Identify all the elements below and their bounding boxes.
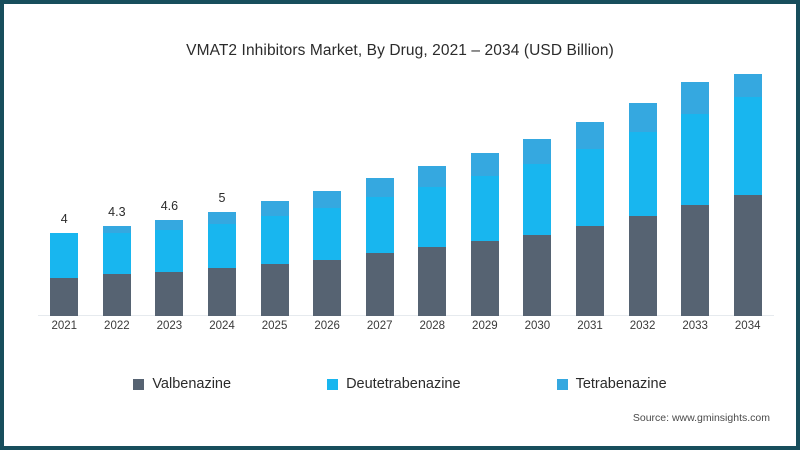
- bar-segment-valbenazine: [681, 205, 710, 316]
- bar-value-label-2023: 4.6: [160, 199, 179, 214]
- bar-segment-deutetrabenazine: [365, 197, 394, 254]
- source-attribution: Source: www.gminsights.com: [632, 412, 770, 424]
- bar-segment-tetrabenazine: [313, 190, 342, 208]
- bar-segment-deutetrabenazine: [102, 232, 131, 275]
- bar-segment-tetrabenazine: [155, 220, 184, 231]
- bar-segment-deutetrabenazine: [628, 132, 657, 216]
- x-axis-tick-labels: 2021 2022 2023 2024 2025 2026 2027 2028 2029 2030…: [38, 320, 774, 338]
- bar-segment-tetrabenazine: [733, 74, 762, 97]
- bar-segment-tetrabenazine: [628, 103, 657, 133]
- bar-segment-deutetrabenazine: [313, 207, 342, 260]
- chart-title: VMAT2 Inhibitors Market, By Drug, 2021 –…: [186, 42, 614, 59]
- bar-segment-valbenazine: [208, 268, 236, 316]
- bar-2028[interactable]: [418, 165, 447, 316]
- bar-segment-valbenazine: [576, 226, 604, 316]
- legend-swatch-icon-deutetrabenazine: [327, 378, 339, 390]
- bar-2029[interactable]: [470, 153, 499, 316]
- x-tick-2028: 2028: [419, 320, 446, 332]
- bar-2025[interactable]: [260, 201, 289, 316]
- bar-segment-valbenazine: [365, 253, 394, 316]
- bar-value-label-2024: 5: [218, 190, 226, 205]
- bar-segment-valbenazine: [628, 215, 657, 316]
- bar-segment-tetrabenazine: [102, 226, 131, 233]
- bar-segment-valbenazine: [102, 274, 131, 316]
- legend-swatch-icon-tetrabenazine: [556, 378, 568, 390]
- bar-segment-deutetrabenazine: [260, 215, 289, 264]
- bar-2033[interactable]: [681, 82, 710, 316]
- x-tick-2029: 2029: [472, 320, 498, 332]
- bar-segment-deutetrabenazine: [418, 186, 447, 248]
- bar-segment-tetrabenazine: [681, 82, 710, 114]
- bar-segment-valbenazine: [523, 234, 552, 316]
- bar-segment-valbenazine: [733, 195, 762, 316]
- chart-legend: Valbenazine Deutetrabenazine Tetrabenazine: [8, 376, 792, 392]
- legend-label: Deutetrabenazine: [346, 376, 461, 392]
- bar-segment-valbenazine: [260, 263, 289, 316]
- bar-2026[interactable]: [313, 190, 342, 316]
- bar-segment-valbenazine: [50, 278, 79, 316]
- bar-segment-tetrabenazine: [576, 122, 604, 150]
- x-tick-2025: 2025: [261, 320, 288, 332]
- bar-segment-tetrabenazine: [470, 153, 499, 177]
- bar-value-label-2022: 4.3: [108, 205, 126, 220]
- x-tick-2026: 2026: [314, 320, 340, 332]
- bar-segment-deutetrabenazine: [208, 224, 236, 269]
- legend-item-valbenazine[interactable]: Valbenazine: [133, 376, 231, 392]
- legend-item-deutetrabenazine[interactable]: Deutetrabenazine: [327, 376, 461, 392]
- bar-segment-valbenazine: [418, 247, 447, 316]
- bar-segment-tetrabenazine: [365, 178, 394, 198]
- bar-segment-valbenazine: [313, 259, 342, 316]
- chart-canvas: VMAT2 Inhibitors Market, By Drug, 2021 –…: [8, 8, 792, 442]
- bar-segment-deutetrabenazine: [155, 230, 184, 273]
- x-tick-2033: 2033: [682, 320, 708, 332]
- bar-segment-deutetrabenazine: [681, 113, 710, 206]
- x-tick-2024: 2024: [209, 320, 235, 332]
- x-tick-2027: 2027: [366, 320, 393, 332]
- legend-swatch-icon-valbenazine: [133, 378, 145, 390]
- x-tick-2031: 2031: [577, 320, 603, 332]
- x-tick-2034: 2034: [734, 320, 761, 332]
- bar-segment-deutetrabenazine: [733, 96, 762, 195]
- x-tick-2021: 2021: [51, 320, 78, 332]
- bar-2023[interactable]: [155, 220, 184, 316]
- plot-area: 4 4.3 4.6 5: [38, 74, 774, 316]
- bar-2031[interactable]: [576, 122, 604, 316]
- bar-2030[interactable]: [523, 138, 552, 316]
- bar-2034[interactable]: [733, 74, 762, 316]
- bar-segment-deutetrabenazine: [50, 232, 79, 279]
- axis-baseline: [38, 315, 774, 316]
- bar-2022[interactable]: [102, 226, 131, 316]
- bar-segment-tetrabenazine: [260, 201, 289, 216]
- bar-segment-tetrabenazine: [418, 165, 447, 187]
- bar-segment-tetrabenazine: [523, 138, 552, 164]
- bar-value-label-2021: 4: [60, 211, 68, 226]
- bar-segment-valbenazine: [155, 272, 184, 316]
- x-tick-2023: 2023: [156, 320, 183, 332]
- bar-segment-valbenazine: [470, 240, 499, 316]
- x-tick-2022: 2022: [104, 320, 130, 332]
- bar-2032[interactable]: [628, 103, 657, 316]
- bar-2021[interactable]: [50, 232, 79, 316]
- x-tick-2032: 2032: [629, 320, 656, 332]
- bar-segment-deutetrabenazine: [523, 163, 552, 235]
- bar-segment-tetrabenazine: [208, 211, 236, 225]
- legend-label: Tetrabenazine: [575, 376, 667, 392]
- bar-2027[interactable]: [365, 178, 394, 316]
- legend-label: Valbenazine: [152, 376, 232, 392]
- x-tick-2030: 2030: [524, 320, 551, 332]
- bar-segment-deutetrabenazine: [576, 149, 604, 227]
- bar-2024[interactable]: [208, 211, 236, 316]
- bar-segment-deutetrabenazine: [470, 176, 499, 241]
- legend-item-tetrabenazine[interactable]: Tetrabenazine: [556, 376, 667, 392]
